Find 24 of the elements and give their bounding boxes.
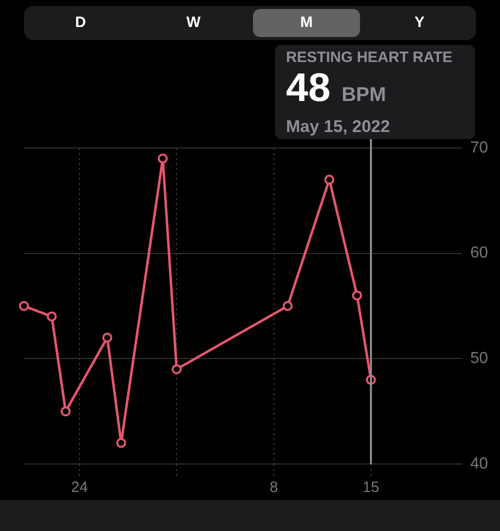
x-tick-label: 24 bbox=[71, 479, 88, 496]
y-tick-label: 50 bbox=[470, 350, 488, 368]
text: M bbox=[253, 9, 360, 37]
chart-title: RESTING HEART RATE bbox=[286, 49, 454, 66]
chart-subtitle: May 15, 2022 bbox=[286, 117, 391, 137]
text: 48 BPM bbox=[286, 66, 388, 112]
y-tick-label: 70 bbox=[470, 139, 488, 156]
point bbox=[282, 301, 293, 311]
point bbox=[46, 312, 57, 322]
point bbox=[19, 301, 29, 311]
x-tick-label: 15 bbox=[362, 479, 380, 496]
y-tick-label: 60 bbox=[470, 244, 488, 262]
point bbox=[60, 406, 71, 416]
text: W bbox=[185, 13, 202, 33]
x-tick-label: 8 bbox=[270, 479, 278, 496]
y-tick-label: 40 bbox=[470, 455, 488, 472]
point bbox=[352, 290, 362, 300]
point bbox=[172, 364, 182, 374]
point bbox=[158, 154, 168, 164]
point bbox=[116, 438, 126, 448]
point bbox=[102, 332, 112, 343]
point bbox=[324, 174, 334, 185]
text: D bbox=[74, 13, 87, 33]
text: Y bbox=[413, 13, 426, 33]
